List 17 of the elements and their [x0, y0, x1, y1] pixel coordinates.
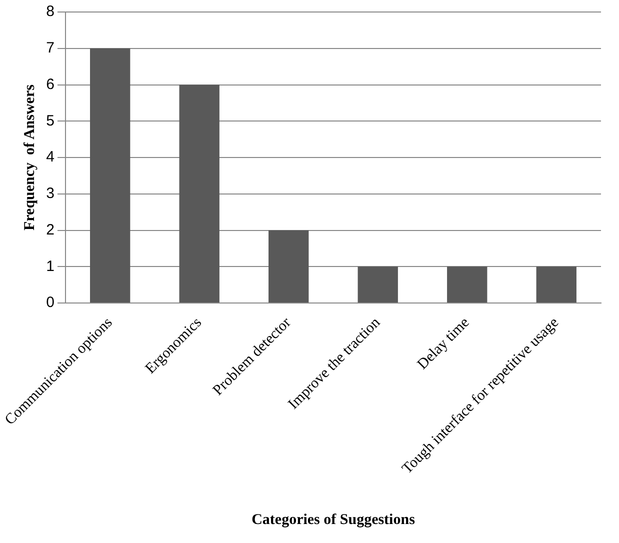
bar [268, 230, 309, 303]
y-tick-label: 5 [46, 112, 54, 130]
bar [447, 266, 488, 303]
y-tick-label: 0 [46, 294, 54, 312]
y-tick-label: 1 [46, 258, 54, 275]
bar [358, 266, 398, 303]
y-tick-label: 6 [46, 76, 54, 93]
y-tick-label: 3 [46, 185, 54, 202]
bar [179, 84, 220, 303]
y-tick-label: 2 [46, 221, 54, 238]
y-tick-label: 7 [46, 40, 54, 57]
bar [536, 266, 576, 303]
y-tick-label: 4 [46, 148, 54, 166]
bar [90, 48, 130, 303]
y-tick-label: 8 [46, 3, 54, 20]
x-axis-title: Categories of Suggestions [252, 512, 416, 528]
y-axis-title: Frequency of Answers [22, 84, 38, 231]
